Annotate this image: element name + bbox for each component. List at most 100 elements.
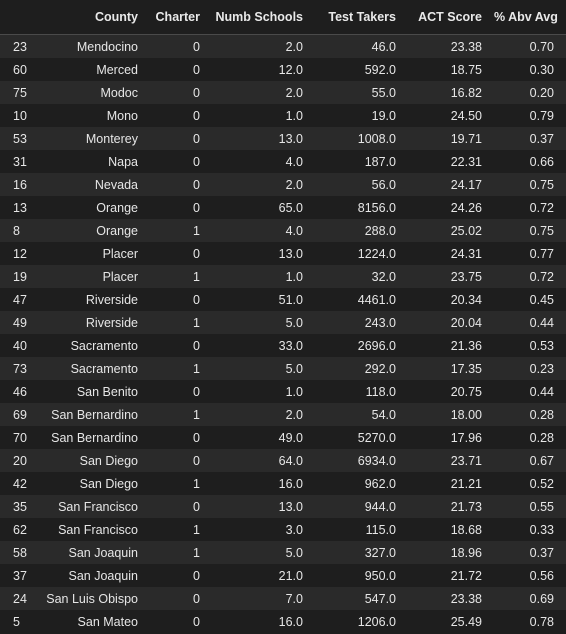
act-score-cell: 23.75 xyxy=(450,269,482,284)
test-takers-cell: 2696.0 xyxy=(357,338,396,353)
test-takers-cell: 6934.0 xyxy=(357,453,396,468)
act-score-cell: 18.68 xyxy=(450,522,482,537)
numb-schools-cell: 4.0 xyxy=(285,223,303,238)
numb-schools-cell: 16.0 xyxy=(278,476,303,491)
county-cell: San Joaquin xyxy=(68,545,138,560)
charter-cell: 0 xyxy=(193,131,200,146)
header-pct-abv-avg: % Abv Avg xyxy=(494,0,566,35)
pct-abv-avg-cell: 0.66 xyxy=(529,154,554,169)
numb-schools-cell: 51.0 xyxy=(278,292,303,307)
table-row: 37 San Joaquin 0 21.0 950.0 21.72 0.56 xyxy=(0,564,566,587)
charter-cell: 0 xyxy=(193,62,200,77)
table-row: 42 San Diego 1 16.0 962.0 21.21 0.52 xyxy=(0,472,566,495)
pct-abv-avg-cell: 0.69 xyxy=(529,591,554,606)
table-row: 16 Nevada 0 2.0 56.0 24.17 0.75 xyxy=(0,173,566,196)
county-cell: San Benito xyxy=(76,384,138,399)
act-score-cell: 18.00 xyxy=(450,407,482,422)
row-index: 5 xyxy=(13,614,20,629)
pct-abv-avg-cell: 0.44 xyxy=(529,315,554,330)
row-index: 58 xyxy=(13,545,27,560)
numb-schools-cell: 3.0 xyxy=(285,522,303,537)
pct-abv-avg-cell: 0.45 xyxy=(529,292,554,307)
numb-schools-cell: 13.0 xyxy=(278,131,303,146)
row-index: 35 xyxy=(13,499,27,514)
act-score-cell: 24.31 xyxy=(450,246,482,261)
pct-abv-avg-cell: 0.30 xyxy=(529,62,554,77)
act-score-cell: 24.17 xyxy=(450,177,482,192)
county-cell: Nevada xyxy=(94,177,138,192)
charter-cell: 0 xyxy=(193,338,200,353)
county-cell: San Joaquin xyxy=(68,568,138,583)
table-row: 40 Sacramento 0 33.0 2696.0 21.36 0.53 xyxy=(0,334,566,357)
act-score-cell: 17.96 xyxy=(450,430,482,445)
row-index: 16 xyxy=(13,177,27,192)
numb-schools-cell: 16.0 xyxy=(278,614,303,629)
test-takers-cell: 292.0 xyxy=(364,361,396,376)
act-score-cell: 21.36 xyxy=(450,338,482,353)
charter-cell: 0 xyxy=(193,430,200,445)
county-cell: Mendocino xyxy=(76,39,138,54)
row-index: 13 xyxy=(13,200,27,215)
numb-schools-cell: 1.0 xyxy=(285,269,303,284)
row-index: 62 xyxy=(13,522,27,537)
pct-abv-avg-cell: 0.78 xyxy=(529,614,554,629)
table-row: 69 San Bernardino 1 2.0 54.0 18.00 0.28 xyxy=(0,403,566,426)
charter-cell: 0 xyxy=(193,39,200,54)
pct-abv-avg-cell: 0.44 xyxy=(529,384,554,399)
act-score-cell: 19.71 xyxy=(450,131,482,146)
county-cell: Monterey xyxy=(85,131,138,146)
header-test-takers: Test Takers xyxy=(315,0,408,35)
charter-cell: 0 xyxy=(193,453,200,468)
pct-abv-avg-cell: 0.53 xyxy=(529,338,554,353)
numb-schools-cell: 2.0 xyxy=(285,39,303,54)
numb-schools-cell: 2.0 xyxy=(285,177,303,192)
county-cell: San Luis Obispo xyxy=(46,591,138,606)
table-row: 24 San Luis Obispo 0 7.0 547.0 23.38 0.69 xyxy=(0,587,566,610)
table-row: 13 Orange 0 65.0 8156.0 24.26 0.72 xyxy=(0,196,566,219)
row-index: 73 xyxy=(13,361,27,376)
table-header: County Charter Numb Schools Test Takers … xyxy=(0,0,566,35)
pct-abv-avg-cell: 0.56 xyxy=(529,568,554,583)
act-score-cell: 16.82 xyxy=(450,85,482,100)
table-row: 60 Merced 0 12.0 592.0 18.75 0.30 xyxy=(0,58,566,81)
test-takers-cell: 288.0 xyxy=(364,223,396,238)
table-row: 5 San Mateo 0 16.0 1206.0 25.49 0.78 xyxy=(0,610,566,633)
pct-abv-avg-cell: 0.20 xyxy=(529,85,554,100)
county-cell: San Mateo xyxy=(77,614,138,629)
charter-cell: 0 xyxy=(193,384,200,399)
table-row: 58 San Joaquin 1 5.0 327.0 18.96 0.37 xyxy=(0,541,566,564)
charter-cell: 1 xyxy=(193,269,200,284)
row-index: 60 xyxy=(13,62,27,77)
table-row: 49 Riverside 1 5.0 243.0 20.04 0.44 xyxy=(0,311,566,334)
test-takers-cell: 19.0 xyxy=(371,108,396,123)
numb-schools-cell: 7.0 xyxy=(285,591,303,606)
charter-cell: 0 xyxy=(193,499,200,514)
numb-schools-cell: 65.0 xyxy=(278,200,303,215)
row-index: 10 xyxy=(13,108,27,123)
act-score-cell: 21.21 xyxy=(450,476,482,491)
table-row: 23 Mendocino 0 2.0 46.0 23.38 0.70 xyxy=(0,34,566,58)
charter-cell: 0 xyxy=(193,200,200,215)
table-body: 23 Mendocino 0 2.0 46.0 23.38 0.70 60 Merced 0 12.… xyxy=(0,34,566,633)
pct-abv-avg-cell: 0.75 xyxy=(529,223,554,238)
test-takers-cell: 547.0 xyxy=(364,591,396,606)
table-row: 47 Riverside 0 51.0 4461.0 20.34 0.45 xyxy=(0,288,566,311)
numb-schools-cell: 2.0 xyxy=(285,85,303,100)
numb-schools-cell: 13.0 xyxy=(278,246,303,261)
pct-abv-avg-cell: 0.79 xyxy=(529,108,554,123)
county-cell: Modoc xyxy=(100,85,138,100)
pct-abv-avg-cell: 0.28 xyxy=(529,407,554,422)
test-takers-cell: 944.0 xyxy=(364,499,396,514)
row-index: 24 xyxy=(13,591,27,606)
charter-cell: 1 xyxy=(193,223,200,238)
table-row: 31 Napa 0 4.0 187.0 22.31 0.66 xyxy=(0,150,566,173)
charter-cell: 1 xyxy=(193,522,200,537)
charter-cell: 0 xyxy=(193,591,200,606)
numb-schools-cell: 5.0 xyxy=(285,361,303,376)
table-row: 12 Placer 0 13.0 1224.0 24.31 0.77 xyxy=(0,242,566,265)
act-score-cell: 20.75 xyxy=(450,384,482,399)
row-index: 46 xyxy=(13,384,27,399)
numb-schools-cell: 64.0 xyxy=(278,453,303,468)
county-cell: Orange xyxy=(96,223,138,238)
pct-abv-avg-cell: 0.67 xyxy=(529,453,554,468)
